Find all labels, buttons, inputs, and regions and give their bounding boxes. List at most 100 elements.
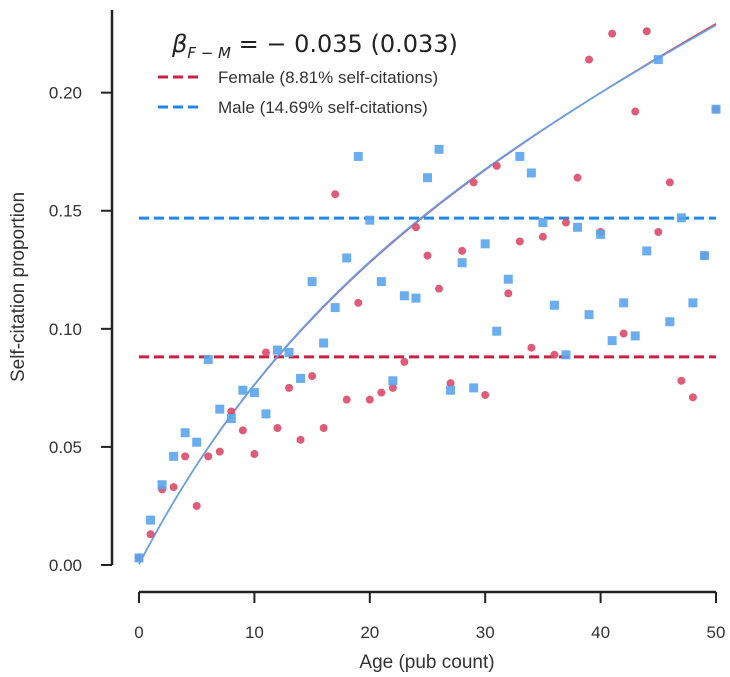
male-point: [653, 55, 663, 65]
female-point: [515, 237, 524, 246]
female-point: [504, 289, 513, 298]
male-point: [180, 428, 190, 438]
female-point: [469, 178, 478, 187]
male-point: [699, 251, 709, 261]
beta-annotation: βF − M = − 0.035 (0.033): [171, 30, 458, 62]
male-point: [561, 350, 571, 360]
male-point: [284, 347, 294, 357]
female-point: [654, 228, 663, 236]
male-point: [146, 515, 156, 525]
male-point: [642, 246, 652, 256]
legend: Female (8.81% self-citations) Male (14.6…: [158, 68, 438, 117]
female-point: [550, 350, 559, 359]
male-point: [157, 480, 167, 490]
male-point: [503, 274, 513, 284]
male-point: [676, 213, 686, 223]
beta-value: = − 0.035 (0.033): [231, 30, 458, 58]
male-point: [307, 277, 317, 287]
data-points: [134, 27, 721, 563]
legend-label-male: Male (14.69% self-citations): [218, 98, 428, 117]
female-point: [365, 395, 374, 404]
x-axis-label: Age (pub count): [359, 652, 494, 673]
female-point: [215, 447, 224, 456]
male-point: [538, 218, 548, 228]
male-point: [434, 144, 444, 154]
male-point: [388, 376, 398, 386]
y-axis-label: Self-citation proportion: [8, 192, 29, 382]
male-point: [365, 215, 375, 225]
male-point: [342, 253, 352, 263]
female-point: [411, 223, 420, 232]
female-point: [354, 298, 363, 307]
female-point: [273, 424, 282, 433]
female-point: [400, 357, 409, 366]
y-tick-label: 0.05: [49, 438, 82, 457]
female-point: [492, 161, 501, 170]
male-point: [423, 173, 432, 183]
male-point: [584, 310, 594, 320]
female-point: [204, 452, 213, 461]
female-point: [561, 218, 570, 227]
y-tick-label: 0.20: [49, 84, 82, 103]
female-point: [446, 379, 455, 388]
female-point: [458, 246, 467, 255]
female-point: [250, 450, 259, 458]
female-point: [342, 395, 351, 404]
male-point: [688, 298, 698, 308]
male-point: [457, 258, 467, 268]
x-tick-label: 20: [360, 623, 379, 642]
male-point: [249, 388, 259, 398]
female-point: [688, 393, 697, 402]
female-point: [238, 426, 247, 435]
beta-symbol: β: [171, 30, 187, 58]
fit-lines: [138, 22, 717, 565]
male-point: [169, 451, 179, 461]
male-point: [353, 151, 363, 161]
x-tick-label: 0: [134, 623, 143, 642]
male-point: [573, 222, 583, 232]
female-point: [308, 372, 317, 381]
female-point: [677, 376, 686, 385]
male-point: [319, 338, 329, 348]
male-point: [376, 277, 386, 287]
female-point: [435, 284, 444, 293]
male-point: [215, 404, 225, 414]
female-point: [665, 178, 674, 187]
male-point: [330, 303, 340, 313]
female-point: [388, 383, 397, 392]
male-point: [630, 331, 640, 341]
female-point: [192, 501, 201, 510]
male-point: [226, 414, 236, 424]
male-point: [526, 168, 536, 178]
female-point: [642, 27, 651, 36]
male-point: [549, 300, 559, 310]
female-point: [169, 483, 178, 492]
male-point: [238, 385, 248, 395]
fit-curve-male: [138, 24, 717, 565]
male-point: [515, 151, 525, 161]
female-point: [227, 407, 236, 416]
x-tick-label: 10: [245, 623, 264, 642]
male-point: [399, 291, 409, 301]
female-point: [181, 452, 190, 461]
female-point: [296, 435, 305, 444]
female-point: [146, 530, 155, 539]
female-point: [608, 29, 617, 38]
male-point: [296, 373, 306, 383]
male-point: [480, 239, 490, 249]
female-point: [619, 329, 628, 338]
mean-lines: [139, 216, 716, 359]
y-tick-label: 0.10: [49, 320, 82, 339]
x-tick-label: 50: [707, 623, 726, 642]
male-point: [469, 383, 479, 393]
male-point: [134, 553, 144, 563]
male-point: [665, 317, 675, 327]
female-point: [319, 424, 328, 433]
ticks: 0.00 0.05 0.10 0.15 0.20 0 10 20 30 40 50: [49, 84, 726, 642]
female-point: [573, 173, 582, 182]
female-point: [527, 343, 536, 352]
x-tick-label: 30: [476, 623, 495, 642]
male-point: [411, 293, 421, 303]
male-point: [272, 345, 282, 355]
